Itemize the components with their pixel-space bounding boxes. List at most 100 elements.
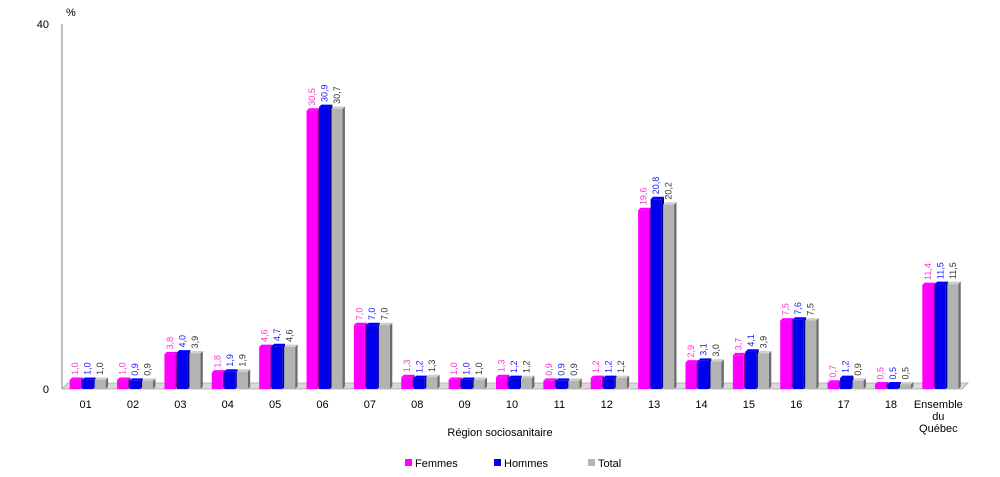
- x-tick-label: 01: [80, 399, 92, 411]
- data-label: 1,9: [225, 354, 235, 367]
- bar-top: [887, 382, 901, 385]
- y-tick-label: 40: [37, 19, 49, 31]
- bar-top: [710, 359, 724, 362]
- bar-top: [805, 318, 819, 321]
- x-tick-label: 15: [743, 399, 755, 411]
- data-label: 7,0: [367, 308, 377, 321]
- data-label: 0,9: [556, 363, 566, 376]
- bar-side: [626, 375, 630, 389]
- bar-side: [247, 369, 251, 389]
- bar-top: [663, 202, 677, 205]
- bar-top: [852, 378, 866, 381]
- bar-total: [94, 379, 106, 389]
- data-label: 1,0: [83, 362, 93, 375]
- bar-hommes: [555, 380, 567, 389]
- bar-top: [840, 375, 854, 379]
- data-label: 30,9: [320, 85, 330, 103]
- bar-hommes: [650, 199, 662, 389]
- legend: Femmes Hommes Total: [405, 458, 621, 470]
- bar-hommes: [366, 325, 378, 389]
- bar-top: [164, 351, 178, 355]
- data-label: 0,9: [143, 363, 153, 376]
- bar-top: [259, 344, 273, 348]
- bar-hommes: [745, 351, 757, 389]
- data-label: 1,8: [212, 355, 222, 368]
- bar-hommes: [319, 107, 331, 389]
- bar-top: [189, 351, 203, 354]
- bar-hommes: [603, 378, 615, 389]
- bar-total: [521, 378, 532, 389]
- bar-top: [176, 350, 191, 353]
- legend-swatch: [494, 459, 501, 466]
- data-label: 1,2: [414, 361, 424, 374]
- data-label: 3,9: [758, 336, 768, 349]
- data-label: 0,5: [900, 367, 910, 380]
- data-label: 1,2: [841, 361, 851, 374]
- bar-top: [697, 358, 712, 361]
- bar-top: [413, 375, 428, 379]
- bar-femmes: [922, 284, 934, 389]
- bar-top: [378, 322, 393, 326]
- bar-hommes: [413, 378, 425, 389]
- bar-top: [473, 377, 488, 380]
- bar-top: [448, 377, 463, 380]
- bar-total: [852, 380, 864, 389]
- bar-top: [780, 318, 794, 321]
- legend-swatch: [405, 459, 412, 466]
- legend-label: Femmes: [415, 458, 458, 470]
- bar-top: [69, 377, 84, 380]
- bar-total: [568, 380, 580, 389]
- data-label: 20,2: [664, 182, 674, 200]
- bar-hommes: [697, 360, 709, 389]
- data-label: 30,7: [332, 86, 342, 104]
- bar-side: [910, 382, 914, 389]
- bar-hommes: [792, 319, 804, 389]
- bar-femmes: [780, 320, 792, 389]
- bar-top: [426, 374, 440, 378]
- data-label: 20,8: [651, 177, 661, 195]
- bar-top: [543, 378, 557, 381]
- bar-top: [934, 281, 949, 285]
- x-tick-label: 06: [316, 399, 328, 411]
- x-axis-title: Région sociosanitaire: [447, 427, 552, 439]
- bar-total: [236, 371, 248, 389]
- bar-top: [461, 377, 475, 380]
- bar-femmes: [732, 355, 744, 389]
- bar-hommes: [461, 379, 473, 389]
- bar-side: [768, 351, 772, 389]
- bar-femmes: [543, 380, 555, 389]
- bar-side: [389, 322, 393, 389]
- bar-top: [745, 349, 759, 352]
- bar-top: [947, 281, 961, 285]
- bar-femmes: [638, 210, 650, 389]
- y-axis-unit: %: [66, 7, 76, 19]
- bar-total: [142, 380, 154, 389]
- bar-total: [189, 353, 201, 389]
- bar-femmes: [590, 378, 602, 389]
- x-tick-label: 18: [885, 399, 897, 411]
- bar-top: [899, 382, 914, 385]
- bar-hommes: [82, 379, 94, 389]
- data-label: 1,3: [402, 360, 412, 373]
- data-label: 4,1: [746, 334, 756, 347]
- bar-top: [732, 352, 747, 356]
- bar-total: [947, 284, 959, 389]
- x-tick-labels: 01 02 03 04 05 06 07 08 09 10 11 12 13 14 15 16 17 18 Ense…: [80, 399, 963, 435]
- x-tick-label: 02: [127, 399, 139, 411]
- x-tick-label: 16: [790, 399, 802, 411]
- bar-total: [284, 347, 296, 389]
- x-tick-label: 12: [601, 399, 613, 411]
- bar-side: [579, 378, 582, 389]
- x-tick-label: Ensemble du Québec: [914, 399, 963, 435]
- bar-side: [437, 374, 440, 389]
- bar-top: [792, 317, 807, 320]
- bar-femmes: [874, 384, 886, 389]
- data-label: 0,9: [853, 363, 863, 376]
- bar-femmes: [827, 382, 839, 389]
- bar-hommes: [224, 371, 236, 389]
- x-tick-label: 05: [269, 399, 281, 411]
- data-label: 0,5: [875, 367, 885, 380]
- data-label: 30,5: [307, 88, 317, 106]
- bar-hommes: [840, 378, 852, 389]
- bars: [69, 104, 961, 390]
